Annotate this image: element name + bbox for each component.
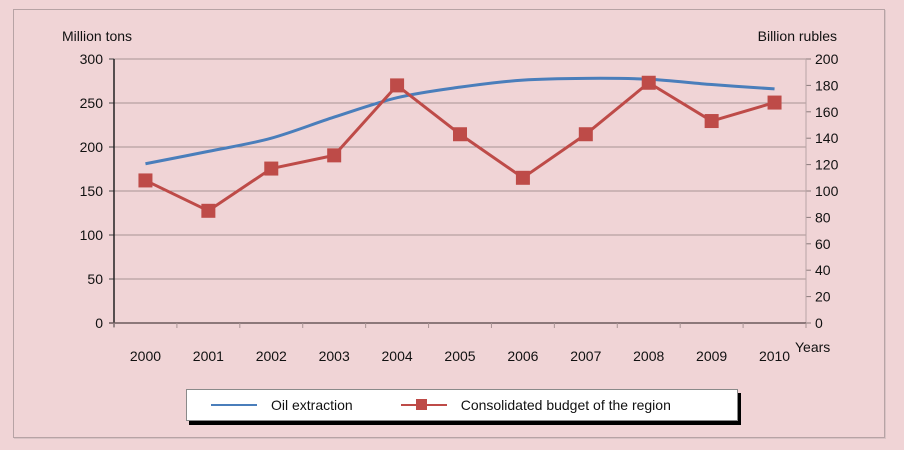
y2-tick-label: 120 [815,157,839,173]
data-point-marker [390,78,405,93]
y2-tick-label: 160 [815,104,839,120]
y-tick-label: 100 [80,227,104,243]
series-line-0 [145,76,775,166]
x-tick-label: 2002 [256,348,287,364]
data-point-marker [327,148,342,163]
x-tick-label: 2008 [633,348,664,364]
y-tick-label: 50 [87,271,103,287]
y2-tick-label: 60 [815,236,831,252]
y2-tick-label: 0 [815,315,823,331]
x-tick-label: 2003 [319,348,350,364]
data-point-marker [767,95,782,110]
x-tick-label: 2001 [193,348,224,364]
data-point-marker [704,114,719,129]
legend-label: Consolidated budget of the region [460,397,671,413]
x-tick-label: 2007 [570,348,601,364]
data-point-marker [515,170,530,185]
x-tick-label: 2005 [444,348,475,364]
data-point-marker [641,75,656,90]
series-group [138,75,782,218]
y-tick-label: 300 [80,51,104,67]
data-point-marker [201,203,216,218]
y2-tick-label: 140 [815,130,839,146]
axes: 0 50 100 150 200 250 300 0 20 40 60 80 100 120 140 160 1… [80,51,839,364]
x-tick-label: 2009 [696,348,727,364]
legend: Oil extraction Consolidated budget of th… [186,389,738,421]
y2-tick-label: 100 [815,183,839,199]
legend-item-consolidated-budget: Consolidated budget of the region [400,397,671,413]
legend-line-blue-icon [211,404,257,406]
data-point-marker [264,161,279,176]
y-tick-label: 150 [80,183,104,199]
x-tick-label: 2006 [507,348,538,364]
data-point-marker [578,127,593,142]
x-tick-label: 2004 [382,348,413,364]
y2-tick-label: 80 [815,209,831,225]
legend-item-oil-extraction: Oil extraction [211,397,353,413]
chart-frame [13,9,885,438]
x-axis-label: Years [795,339,830,355]
gridlines [114,58,806,280]
x-tick-label: 2010 [759,348,790,364]
legend-label: Oil extraction [271,397,353,413]
y-tick-label: 0 [95,315,103,331]
y-axis-label: Million tons [62,28,132,44]
data-point-marker [453,127,467,142]
x-tick-label: 2000 [130,348,161,364]
y2-tick-label: 200 [815,51,839,67]
y2-tick-label: 40 [815,262,831,278]
y-tick-label: 250 [80,95,104,111]
y2-tick-label: 180 [815,77,839,93]
y2-tick-label: 20 [815,289,831,305]
y2-axis-label: Billion rubles [758,28,837,44]
y-tick-label: 200 [80,139,104,155]
legend-line-red-square-icon [400,399,447,410]
data-point-marker [138,173,153,188]
